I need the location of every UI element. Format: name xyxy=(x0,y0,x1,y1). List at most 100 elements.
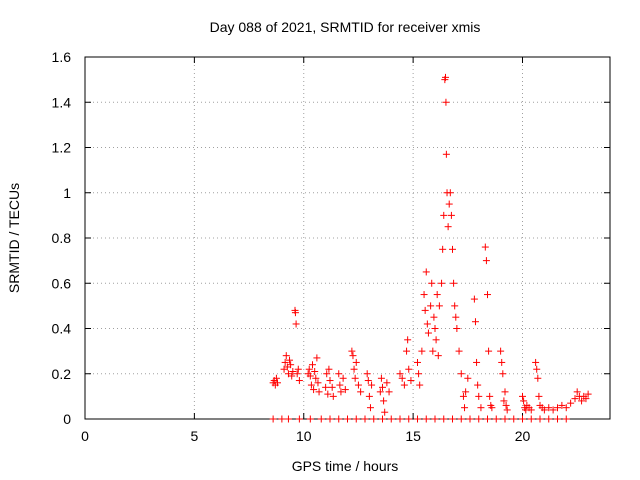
x-axis-label: GPS time / hours xyxy=(292,458,399,474)
data-point xyxy=(427,302,435,310)
data-point xyxy=(534,374,542,382)
data-point xyxy=(287,361,295,369)
data-point xyxy=(421,306,429,314)
data-point xyxy=(336,381,344,389)
data-point xyxy=(383,379,391,387)
data-point xyxy=(339,374,347,382)
data-point xyxy=(350,365,358,373)
data-point xyxy=(349,352,357,360)
data-point xyxy=(434,352,442,360)
data-point-zero xyxy=(422,415,430,423)
data-point xyxy=(364,377,372,385)
data-point xyxy=(422,268,430,276)
data-point-zero xyxy=(306,415,314,423)
data-point xyxy=(293,370,301,378)
data-point xyxy=(488,404,496,412)
data-point xyxy=(442,98,450,106)
data-point xyxy=(470,295,478,303)
data-point xyxy=(354,381,362,389)
y-tick-label: 0.4 xyxy=(52,321,72,337)
y-tick-label: 0.2 xyxy=(52,366,72,382)
data-point xyxy=(452,313,460,321)
data-point xyxy=(567,399,575,407)
data-point-zero xyxy=(492,415,500,423)
data-point xyxy=(430,313,438,321)
data-point-zero xyxy=(352,415,360,423)
data-point-zero xyxy=(545,415,553,423)
data-point xyxy=(310,386,318,394)
x-tick-label: 20 xyxy=(515,428,531,444)
x-tick-label: 15 xyxy=(405,428,421,444)
data-point xyxy=(442,150,450,158)
data-point-zero xyxy=(278,415,286,423)
data-point-zero xyxy=(379,415,386,423)
y-axis-label: SRMTID / TECUs xyxy=(6,183,22,293)
data-point xyxy=(312,374,320,382)
data-point xyxy=(497,347,505,355)
data-point xyxy=(485,347,493,355)
data-point-zero xyxy=(284,415,292,423)
data-point xyxy=(438,279,446,287)
y-tick-label: 0 xyxy=(63,411,71,427)
data-point-zero xyxy=(396,415,404,423)
data-point xyxy=(498,358,506,366)
data-point xyxy=(307,381,315,389)
data-point xyxy=(282,352,290,360)
data-point xyxy=(502,401,510,409)
data-point-zero xyxy=(405,415,413,423)
data-point xyxy=(415,370,423,378)
data-point xyxy=(503,406,511,414)
data-point xyxy=(462,388,470,396)
data-point xyxy=(445,200,453,208)
data-point xyxy=(428,279,436,287)
data-point xyxy=(455,347,463,355)
data-point xyxy=(314,379,322,387)
data-point xyxy=(341,386,349,394)
data-point-zero xyxy=(457,415,465,423)
data-point xyxy=(414,358,421,366)
data-point xyxy=(404,336,412,344)
data-point xyxy=(446,189,454,197)
data-point-zero xyxy=(475,415,483,423)
data-point xyxy=(365,392,373,400)
data-point xyxy=(449,245,456,253)
data-point xyxy=(499,370,507,378)
x-tick-label: 5 xyxy=(190,428,198,444)
data-point xyxy=(571,395,579,403)
data-point xyxy=(381,408,389,416)
data-point xyxy=(453,325,461,332)
data-point xyxy=(325,365,333,373)
data-point xyxy=(501,388,509,396)
y-tick-label: 1 xyxy=(63,185,71,201)
data-point xyxy=(405,365,413,373)
data-point-zero xyxy=(484,415,491,423)
data-point xyxy=(420,291,428,299)
data-point-zero xyxy=(466,415,474,423)
data-point xyxy=(527,406,535,414)
data-point xyxy=(444,223,452,231)
data-point xyxy=(418,347,426,355)
data-point xyxy=(554,404,561,412)
data-point xyxy=(286,356,294,364)
data-point-zero xyxy=(501,415,509,423)
data-point xyxy=(433,291,441,299)
data-point-zero xyxy=(295,415,303,423)
data-point xyxy=(447,211,455,219)
data-point xyxy=(431,325,439,332)
y-tick-label: 0.6 xyxy=(52,275,72,291)
y-tick-label: 1.6 xyxy=(52,49,72,65)
data-point-zero xyxy=(414,415,421,423)
data-point-zero xyxy=(510,415,518,423)
data-point xyxy=(396,370,404,378)
chart-title: Day 088 of 2021, SRMTID for receiver xmi… xyxy=(210,19,481,35)
data-point-zero xyxy=(527,415,535,423)
data-point xyxy=(533,365,541,373)
data-point xyxy=(306,372,314,380)
data-point-zero xyxy=(387,415,395,423)
data-point xyxy=(474,381,482,389)
data-point-zero xyxy=(317,415,325,423)
data-point xyxy=(363,370,371,378)
data-point xyxy=(376,388,384,396)
data-point xyxy=(313,354,321,362)
data-point xyxy=(416,381,424,389)
